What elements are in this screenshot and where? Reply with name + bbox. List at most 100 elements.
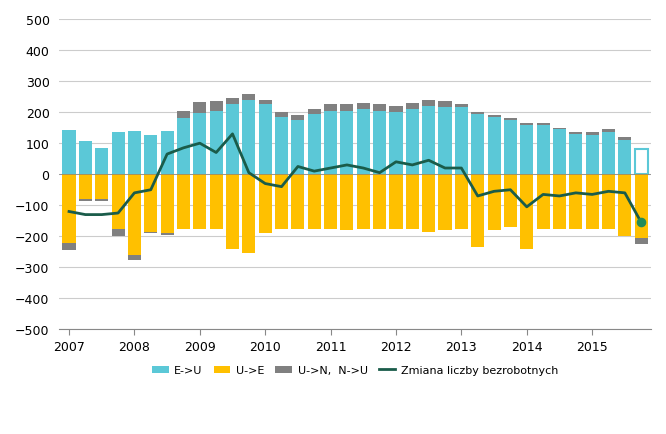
Bar	[373, 112, 386, 175]
Bar	[145, 232, 157, 233]
Bar	[585, 175, 599, 229]
Bar	[602, 133, 615, 175]
Bar	[324, 105, 337, 112]
Bar	[422, 101, 435, 107]
Bar	[63, 243, 75, 251]
Bar	[193, 103, 206, 114]
Bar	[602, 175, 615, 229]
Bar	[145, 175, 157, 232]
Bar	[569, 175, 582, 229]
Bar	[553, 175, 566, 229]
Bar	[128, 175, 141, 255]
Bar	[537, 124, 549, 125]
Bar	[111, 229, 125, 237]
Bar	[471, 175, 484, 248]
Bar	[438, 102, 452, 108]
Bar	[618, 141, 631, 175]
Bar	[242, 101, 255, 175]
Bar	[111, 175, 125, 229]
Bar	[553, 130, 566, 175]
Bar	[210, 112, 222, 175]
Bar	[585, 133, 599, 136]
Bar	[95, 148, 109, 175]
Bar	[373, 175, 386, 229]
Bar	[438, 175, 452, 230]
Bar	[635, 150, 648, 175]
Bar	[258, 101, 272, 105]
Bar	[324, 112, 337, 175]
Bar	[504, 119, 517, 121]
Bar	[455, 105, 468, 108]
Bar	[406, 104, 419, 110]
Bar	[291, 116, 304, 121]
Bar	[618, 175, 631, 237]
Bar	[390, 113, 402, 175]
Bar	[193, 114, 206, 175]
Bar	[635, 175, 648, 238]
Bar	[291, 121, 304, 175]
Bar	[128, 132, 141, 175]
Bar	[79, 200, 92, 201]
Bar	[308, 110, 321, 115]
Bar	[569, 133, 582, 135]
Bar	[537, 175, 549, 229]
Bar	[308, 175, 321, 229]
Bar	[161, 132, 174, 175]
Bar	[406, 175, 419, 229]
Bar	[390, 175, 402, 229]
Bar	[504, 121, 517, 175]
Bar	[258, 105, 272, 175]
Bar	[177, 119, 190, 175]
Bar	[569, 135, 582, 175]
Bar	[340, 112, 354, 175]
Bar	[422, 107, 435, 175]
Bar	[537, 125, 549, 175]
Bar	[242, 175, 255, 254]
Bar	[520, 124, 533, 125]
Bar	[488, 118, 501, 175]
Bar	[161, 175, 174, 233]
Bar	[520, 175, 533, 249]
Bar	[324, 175, 337, 229]
Bar	[635, 238, 648, 244]
Bar	[357, 175, 370, 229]
Bar	[291, 175, 304, 229]
Bar	[95, 175, 109, 200]
Bar	[63, 131, 75, 175]
Point	[636, 219, 647, 226]
Bar	[63, 175, 75, 243]
Bar	[275, 175, 288, 229]
Bar	[618, 138, 631, 141]
Bar	[553, 128, 566, 130]
Bar	[455, 108, 468, 175]
Bar	[308, 115, 321, 175]
Bar	[471, 113, 484, 115]
Bar	[210, 175, 222, 229]
Bar	[226, 175, 239, 249]
Bar	[79, 141, 92, 175]
Bar	[602, 130, 615, 133]
Bar	[340, 175, 354, 230]
Bar	[95, 200, 109, 201]
Bar	[258, 175, 272, 233]
Bar	[79, 175, 92, 200]
Bar	[520, 125, 533, 175]
Bar	[390, 107, 402, 113]
Bar	[193, 175, 206, 229]
Bar	[422, 175, 435, 232]
Bar	[585, 136, 599, 175]
Bar	[275, 113, 288, 118]
Bar	[340, 105, 354, 112]
Bar	[438, 108, 452, 175]
Bar	[226, 99, 239, 105]
Bar	[111, 133, 125, 175]
Bar	[242, 94, 255, 101]
Bar	[504, 175, 517, 227]
Bar	[455, 175, 468, 229]
Bar	[145, 136, 157, 175]
Bar	[128, 255, 141, 260]
Bar	[226, 105, 239, 175]
Bar	[161, 233, 174, 235]
Bar	[406, 110, 419, 175]
Bar	[177, 112, 190, 119]
